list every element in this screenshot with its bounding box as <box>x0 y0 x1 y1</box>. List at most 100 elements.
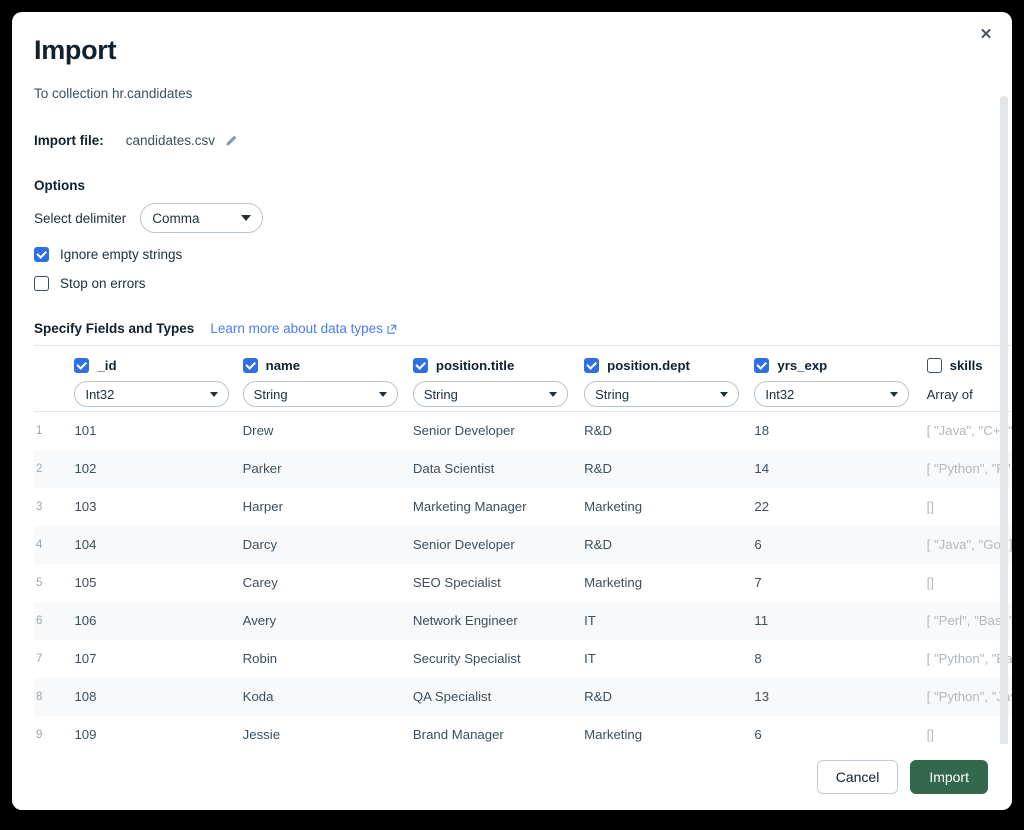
page-title: Import <box>34 35 117 65</box>
table-cell: [ "Python", "Bash" ] <box>926 651 1012 666</box>
column-header-name: name String <box>236 345 407 412</box>
table-cell: [ "Python", "Java" ] <box>926 689 1012 704</box>
delimiter-select[interactable]: Comma <box>140 203 264 234</box>
row-number: 9 <box>36 728 43 741</box>
preview-table-scroll[interactable]: _id Int32 name <box>34 345 1012 810</box>
table-row: 7 107 Robin Security Specialist IT 8 [ "Python… <box>34 640 1012 678</box>
close-icon[interactable]: ✕ <box>972 20 1000 48</box>
checkbox-icon <box>34 247 49 263</box>
table-cell: 13 <box>754 689 770 704</box>
cancel-button[interactable]: Cancel <box>816 760 899 794</box>
table-cell: 103 <box>74 499 97 514</box>
table-cell: R&D <box>584 461 612 476</box>
table-cell: IT <box>584 651 596 666</box>
row-number: 8 <box>36 690 43 703</box>
ignore-empty-strings-checkbox[interactable]: Ignore empty strings <box>34 247 990 263</box>
table-cell: 8 <box>754 651 762 666</box>
table-cell: Darcy <box>242 537 278 552</box>
table-cell: Carey <box>242 575 278 590</box>
table-cell: 14 <box>754 461 770 476</box>
fields-heading: Specify Fields and Types <box>34 321 195 337</box>
table-cell: 6 <box>754 537 762 552</box>
dialog-body: Import To collection hr.candidates Impor… <box>12 12 1012 744</box>
import-button[interactable]: Import <box>910 760 988 794</box>
import-file-name: candidates.csv <box>125 133 216 149</box>
table-cell: Marketing <box>584 499 643 514</box>
stop-on-errors-label: Stop on errors <box>60 276 146 292</box>
table-cell: Marketing <box>584 575 643 590</box>
checkbox-icon[interactable] <box>412 358 428 373</box>
table-cell: R&D <box>584 423 612 439</box>
column-type-select[interactable]: String <box>584 381 740 407</box>
table-cell: Robin <box>242 651 278 666</box>
collection-subtitle: To collection hr.candidates <box>34 86 193 102</box>
row-number: 6 <box>36 614 43 627</box>
import-dialog: ✕ Import To collection hr.candidates Imp… <box>12 12 1012 810</box>
column-name: _id <box>97 358 117 373</box>
column-name: name <box>265 358 301 373</box>
row-number: 4 <box>36 538 43 551</box>
table-cell: Marketing <box>584 727 643 742</box>
column-header-position-title: position.title String <box>406 345 579 412</box>
table-cell: 105 <box>74 575 97 590</box>
column-type-value: Array of <box>926 386 973 402</box>
column-header-yrs-exp: yrs_exp Int32 <box>748 345 921 412</box>
fields-heading-row: Specify Fields and Types Learn more abou… <box>34 321 990 336</box>
column-type-select[interactable]: String <box>412 381 568 407</box>
pencil-icon[interactable] <box>224 134 238 148</box>
table-cell: Harper <box>242 499 283 514</box>
table-cell: Parker <box>242 461 282 476</box>
delimiter-label: Select delimiter <box>34 210 127 226</box>
table-row: 6 106 Avery Network Engineer IT 11 [ "Perl", "… <box>34 601 1012 640</box>
row-number: 5 <box>36 576 43 589</box>
chevron-down-icon <box>720 391 729 397</box>
table-cell: Senior Developer <box>412 423 515 439</box>
learn-more-label: Learn more about data types <box>210 321 383 337</box>
chevron-down-icon <box>210 391 219 397</box>
learn-more-link[interactable]: Learn more about data types <box>210 321 397 336</box>
table-cell: 18 <box>754 423 770 439</box>
delimiter-row: Select delimiter Comma <box>34 203 990 234</box>
column-type-value: String <box>595 386 630 402</box>
stop-on-errors-checkbox[interactable]: Stop on errors <box>34 276 990 292</box>
table-row: 1 101 Drew Senior Developer R&D 18 [ "Java", "… <box>34 412 1012 450</box>
table-cell: QA Specialist <box>412 689 492 704</box>
table-header: _id Int32 name <box>34 345 1012 412</box>
vertical-scrollbar[interactable] <box>1000 96 1008 772</box>
table-cell: 22 <box>754 499 770 514</box>
table-cell: Security Specialist <box>412 651 521 666</box>
column-type-select[interactable]: String <box>242 381 398 407</box>
checkbox-icon[interactable] <box>926 358 942 373</box>
table-cell: [] <box>926 727 934 742</box>
table-row: 5 105 Carey SEO Specialist Marketing 7 [] <box>34 564 1012 602</box>
table-cell: R&D <box>584 537 612 552</box>
chevron-down-icon <box>378 391 387 397</box>
table-cell: IT <box>584 613 596 628</box>
column-name: position.dept <box>607 358 690 373</box>
table-row: 3 103 Harper Marketing Manager Marketing 22 [] <box>34 488 1012 526</box>
column-type-select[interactable]: Int32 <box>74 381 230 407</box>
checkbox-icon[interactable] <box>754 358 770 373</box>
table-cell: 104 <box>74 537 97 552</box>
checkbox-icon <box>34 276 49 292</box>
checkbox-icon[interactable] <box>584 358 600 373</box>
table-cell: 107 <box>74 651 97 666</box>
table-cell: [ "Perl", "Bash" ] <box>926 613 1012 628</box>
table-cell: 108 <box>74 689 97 704</box>
column-type-select[interactable]: Int32 <box>754 381 910 407</box>
checkbox-icon[interactable] <box>74 358 90 373</box>
chevron-down-icon <box>241 215 252 222</box>
table-cell: Koda <box>242 689 274 704</box>
checkbox-icon[interactable] <box>242 358 258 373</box>
chevron-down-icon <box>890 391 899 397</box>
table-cell: 106 <box>74 613 97 628</box>
table-cell: Network Engineer <box>412 613 518 628</box>
table-cell: [] <box>926 499 934 514</box>
column-name: skills <box>949 358 983 373</box>
column-name: yrs_exp <box>777 358 828 373</box>
table-cell: [ "Java", "Go" ] <box>926 537 1012 552</box>
column-header-position-dept: position.dept String <box>578 345 749 412</box>
table-header-row: _id Int32 name <box>34 345 1012 412</box>
table-cell: [] <box>926 575 934 590</box>
table-cell: SEO Specialist <box>412 575 501 590</box>
